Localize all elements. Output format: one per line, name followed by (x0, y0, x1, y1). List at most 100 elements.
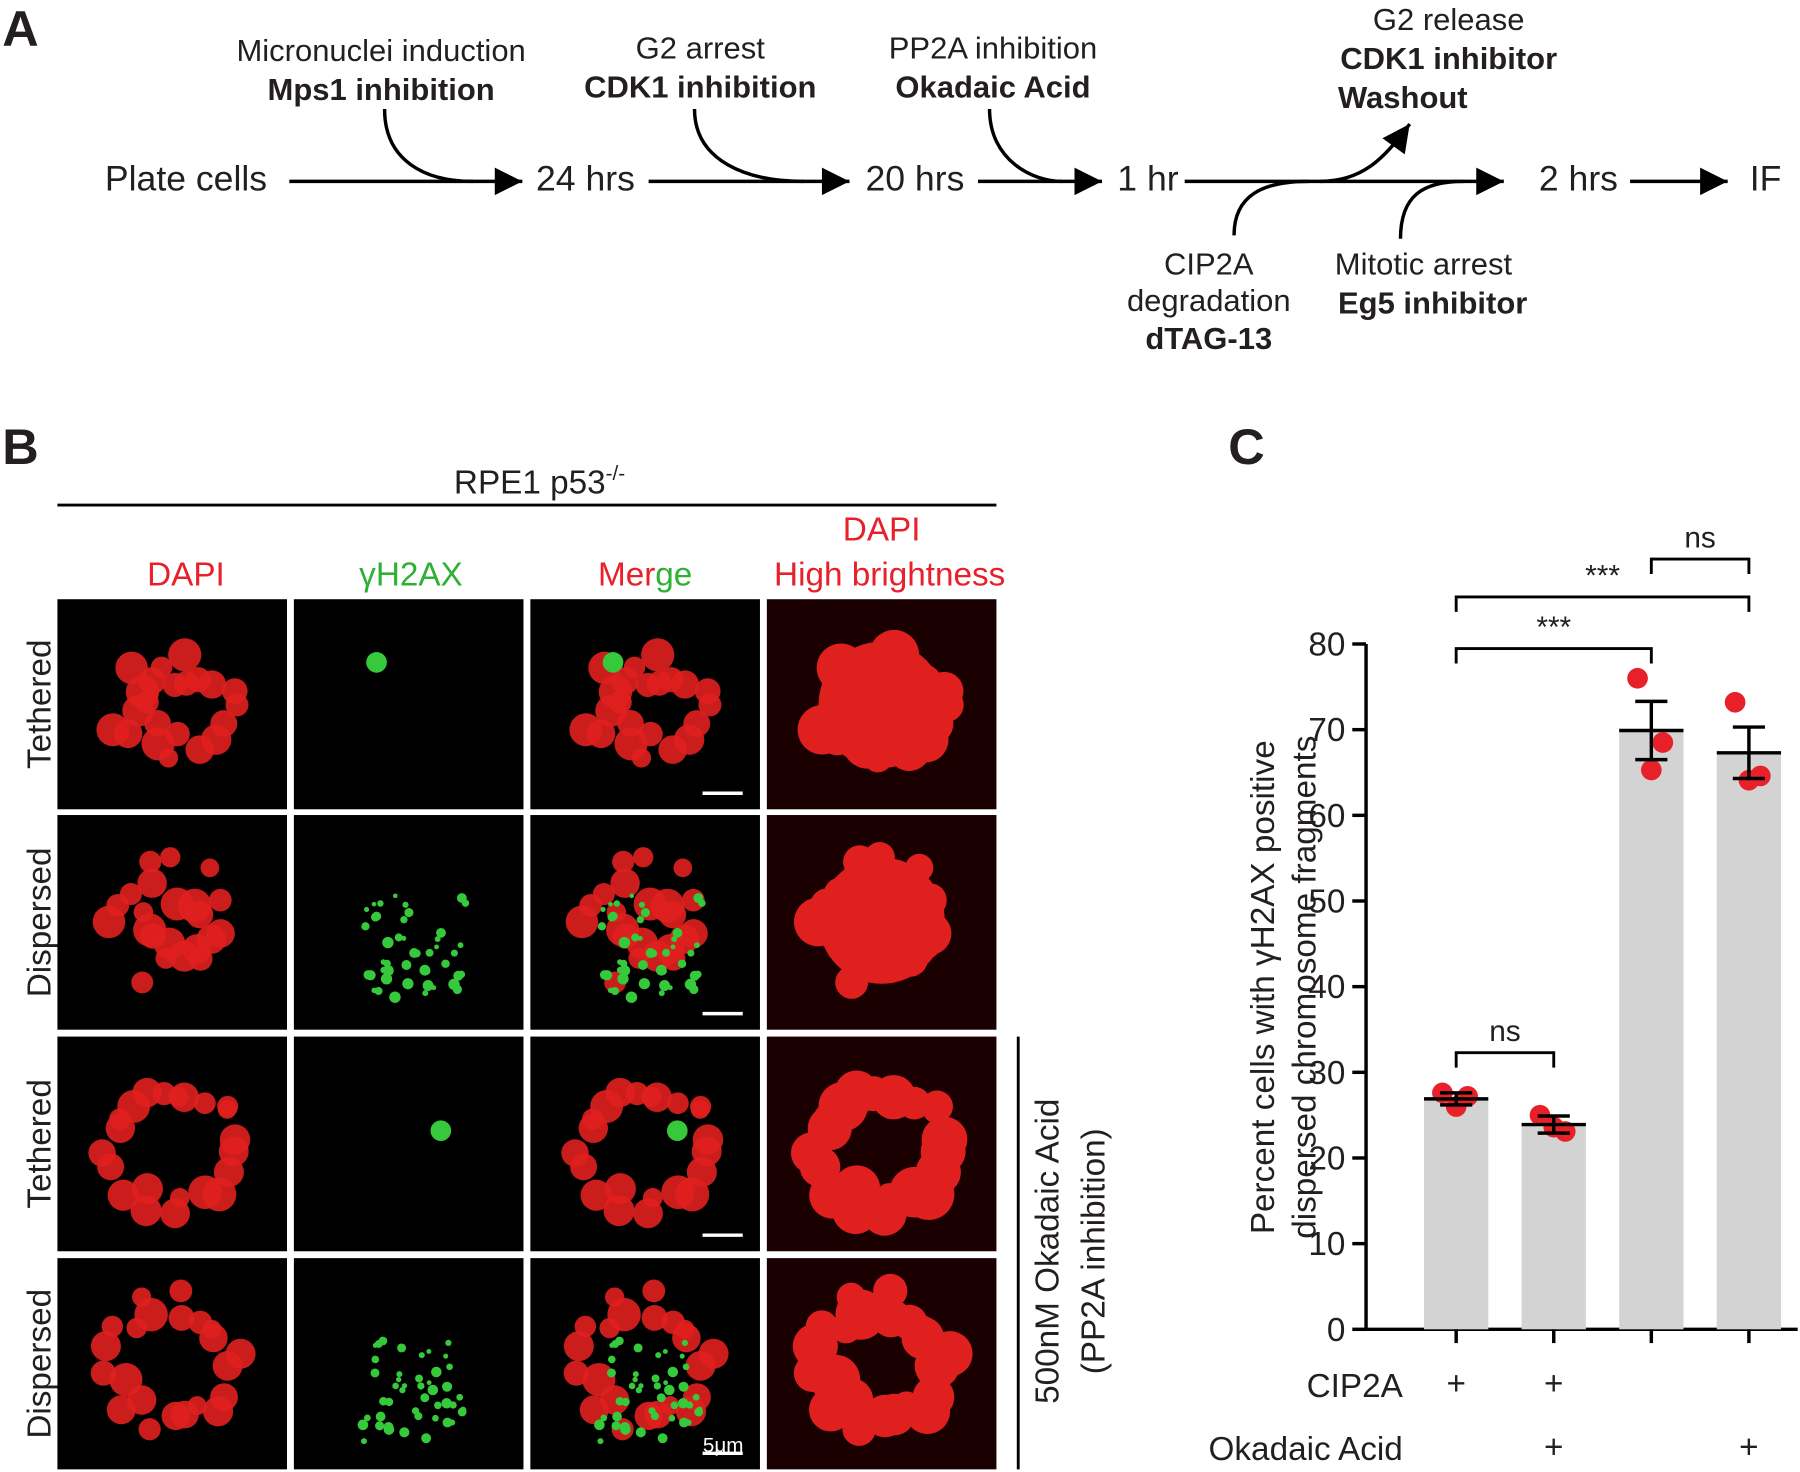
foci (418, 1352, 425, 1359)
chromatin (661, 1175, 695, 1210)
chromatin (185, 735, 215, 764)
foci (364, 906, 370, 913)
foci (422, 990, 429, 997)
row-label: Tethered (22, 639, 59, 769)
chromatin (141, 727, 175, 761)
micrograph (530, 815, 760, 1030)
data-point (1640, 759, 1662, 781)
chromatin (569, 713, 603, 747)
tile (57, 599, 288, 810)
chromatin (563, 1331, 594, 1362)
treatment: G2 arrest (636, 31, 766, 66)
chromatin (107, 1179, 139, 1211)
treatment: degradation (1127, 283, 1291, 318)
foci (377, 900, 384, 907)
foci (666, 1120, 688, 1142)
treatment-drug: CDK1 inhibitor (1340, 41, 1557, 76)
significance-bracket (1454, 595, 1751, 612)
bar (1424, 1098, 1489, 1330)
chromatin (199, 1323, 228, 1353)
foci (601, 970, 613, 981)
chromatin (563, 1360, 589, 1386)
side-label: 500nM Okadaic Acid (1029, 1099, 1066, 1404)
foci (620, 1424, 631, 1435)
foci (412, 949, 421, 958)
foci (402, 901, 409, 908)
chromatin (137, 868, 167, 898)
y-axis-label: dispersed chromosome fragments (1287, 736, 1324, 1239)
chromatin (197, 670, 227, 699)
chromatin (561, 1139, 589, 1167)
foci (685, 1419, 692, 1426)
foci (619, 959, 628, 968)
foci (461, 899, 470, 907)
chromatin (818, 641, 945, 768)
foci (365, 970, 376, 981)
chromatin (150, 656, 173, 679)
foci (371, 912, 380, 922)
foci (434, 936, 441, 943)
tile (293, 1036, 524, 1252)
chromatin (138, 1418, 161, 1441)
foci (449, 1419, 456, 1426)
chromatin (209, 888, 232, 912)
foci (374, 1340, 383, 1348)
tile (293, 599, 524, 810)
micrograph (530, 1036, 760, 1252)
foci (602, 652, 624, 673)
foci (449, 1401, 457, 1409)
micrograph (293, 1036, 524, 1252)
foci (657, 1433, 668, 1444)
foci (434, 944, 439, 950)
foci (380, 966, 388, 974)
treatment: CIP2A (1164, 246, 1254, 281)
foci (635, 1386, 643, 1394)
significance-label: *** (1536, 611, 1571, 644)
chromatin (698, 1338, 729, 1369)
chromatin (641, 1304, 668, 1331)
foci (401, 960, 412, 970)
foci (694, 942, 700, 949)
foci (677, 1398, 689, 1409)
foci (459, 1406, 467, 1414)
condition-mark: + (1544, 1366, 1563, 1403)
chromatin (194, 1092, 216, 1115)
chromatin (131, 1173, 163, 1205)
foci (689, 970, 700, 981)
chromatin (106, 1395, 136, 1425)
y-tick-label: 40 (1308, 969, 1345, 1006)
micrograph (766, 599, 997, 810)
chromatin (88, 1139, 116, 1167)
significance-label: *** (1585, 559, 1620, 592)
foci (420, 1393, 430, 1403)
tile (57, 815, 288, 1030)
foci (422, 980, 434, 991)
chromatin (202, 1396, 234, 1427)
foci (357, 1419, 369, 1431)
significance-bracket (1454, 647, 1653, 664)
chromatin (168, 638, 202, 672)
chromatin (658, 735, 687, 764)
chromatin (169, 1082, 200, 1112)
foci (664, 1384, 675, 1396)
chromatin (670, 670, 700, 699)
foci (663, 1380, 669, 1386)
foci (678, 1381, 689, 1392)
foci (607, 1355, 616, 1364)
foci (649, 949, 658, 958)
chromatin (634, 1401, 663, 1431)
foci (402, 978, 414, 990)
chromatin (633, 1198, 663, 1229)
foci (452, 984, 462, 995)
significance-bracket (1454, 1051, 1556, 1068)
chromatin (694, 678, 721, 704)
micrograph (57, 1036, 288, 1252)
chromatin (835, 1289, 886, 1340)
foci (456, 1393, 464, 1401)
micrograph (57, 1258, 288, 1470)
foci (379, 1396, 388, 1406)
panel-b: B RPE1 p53-/- DAPI γH2AX Merge DAPI High… (2, 418, 1112, 1470)
foci (389, 991, 401, 1003)
foci (431, 1366, 442, 1378)
